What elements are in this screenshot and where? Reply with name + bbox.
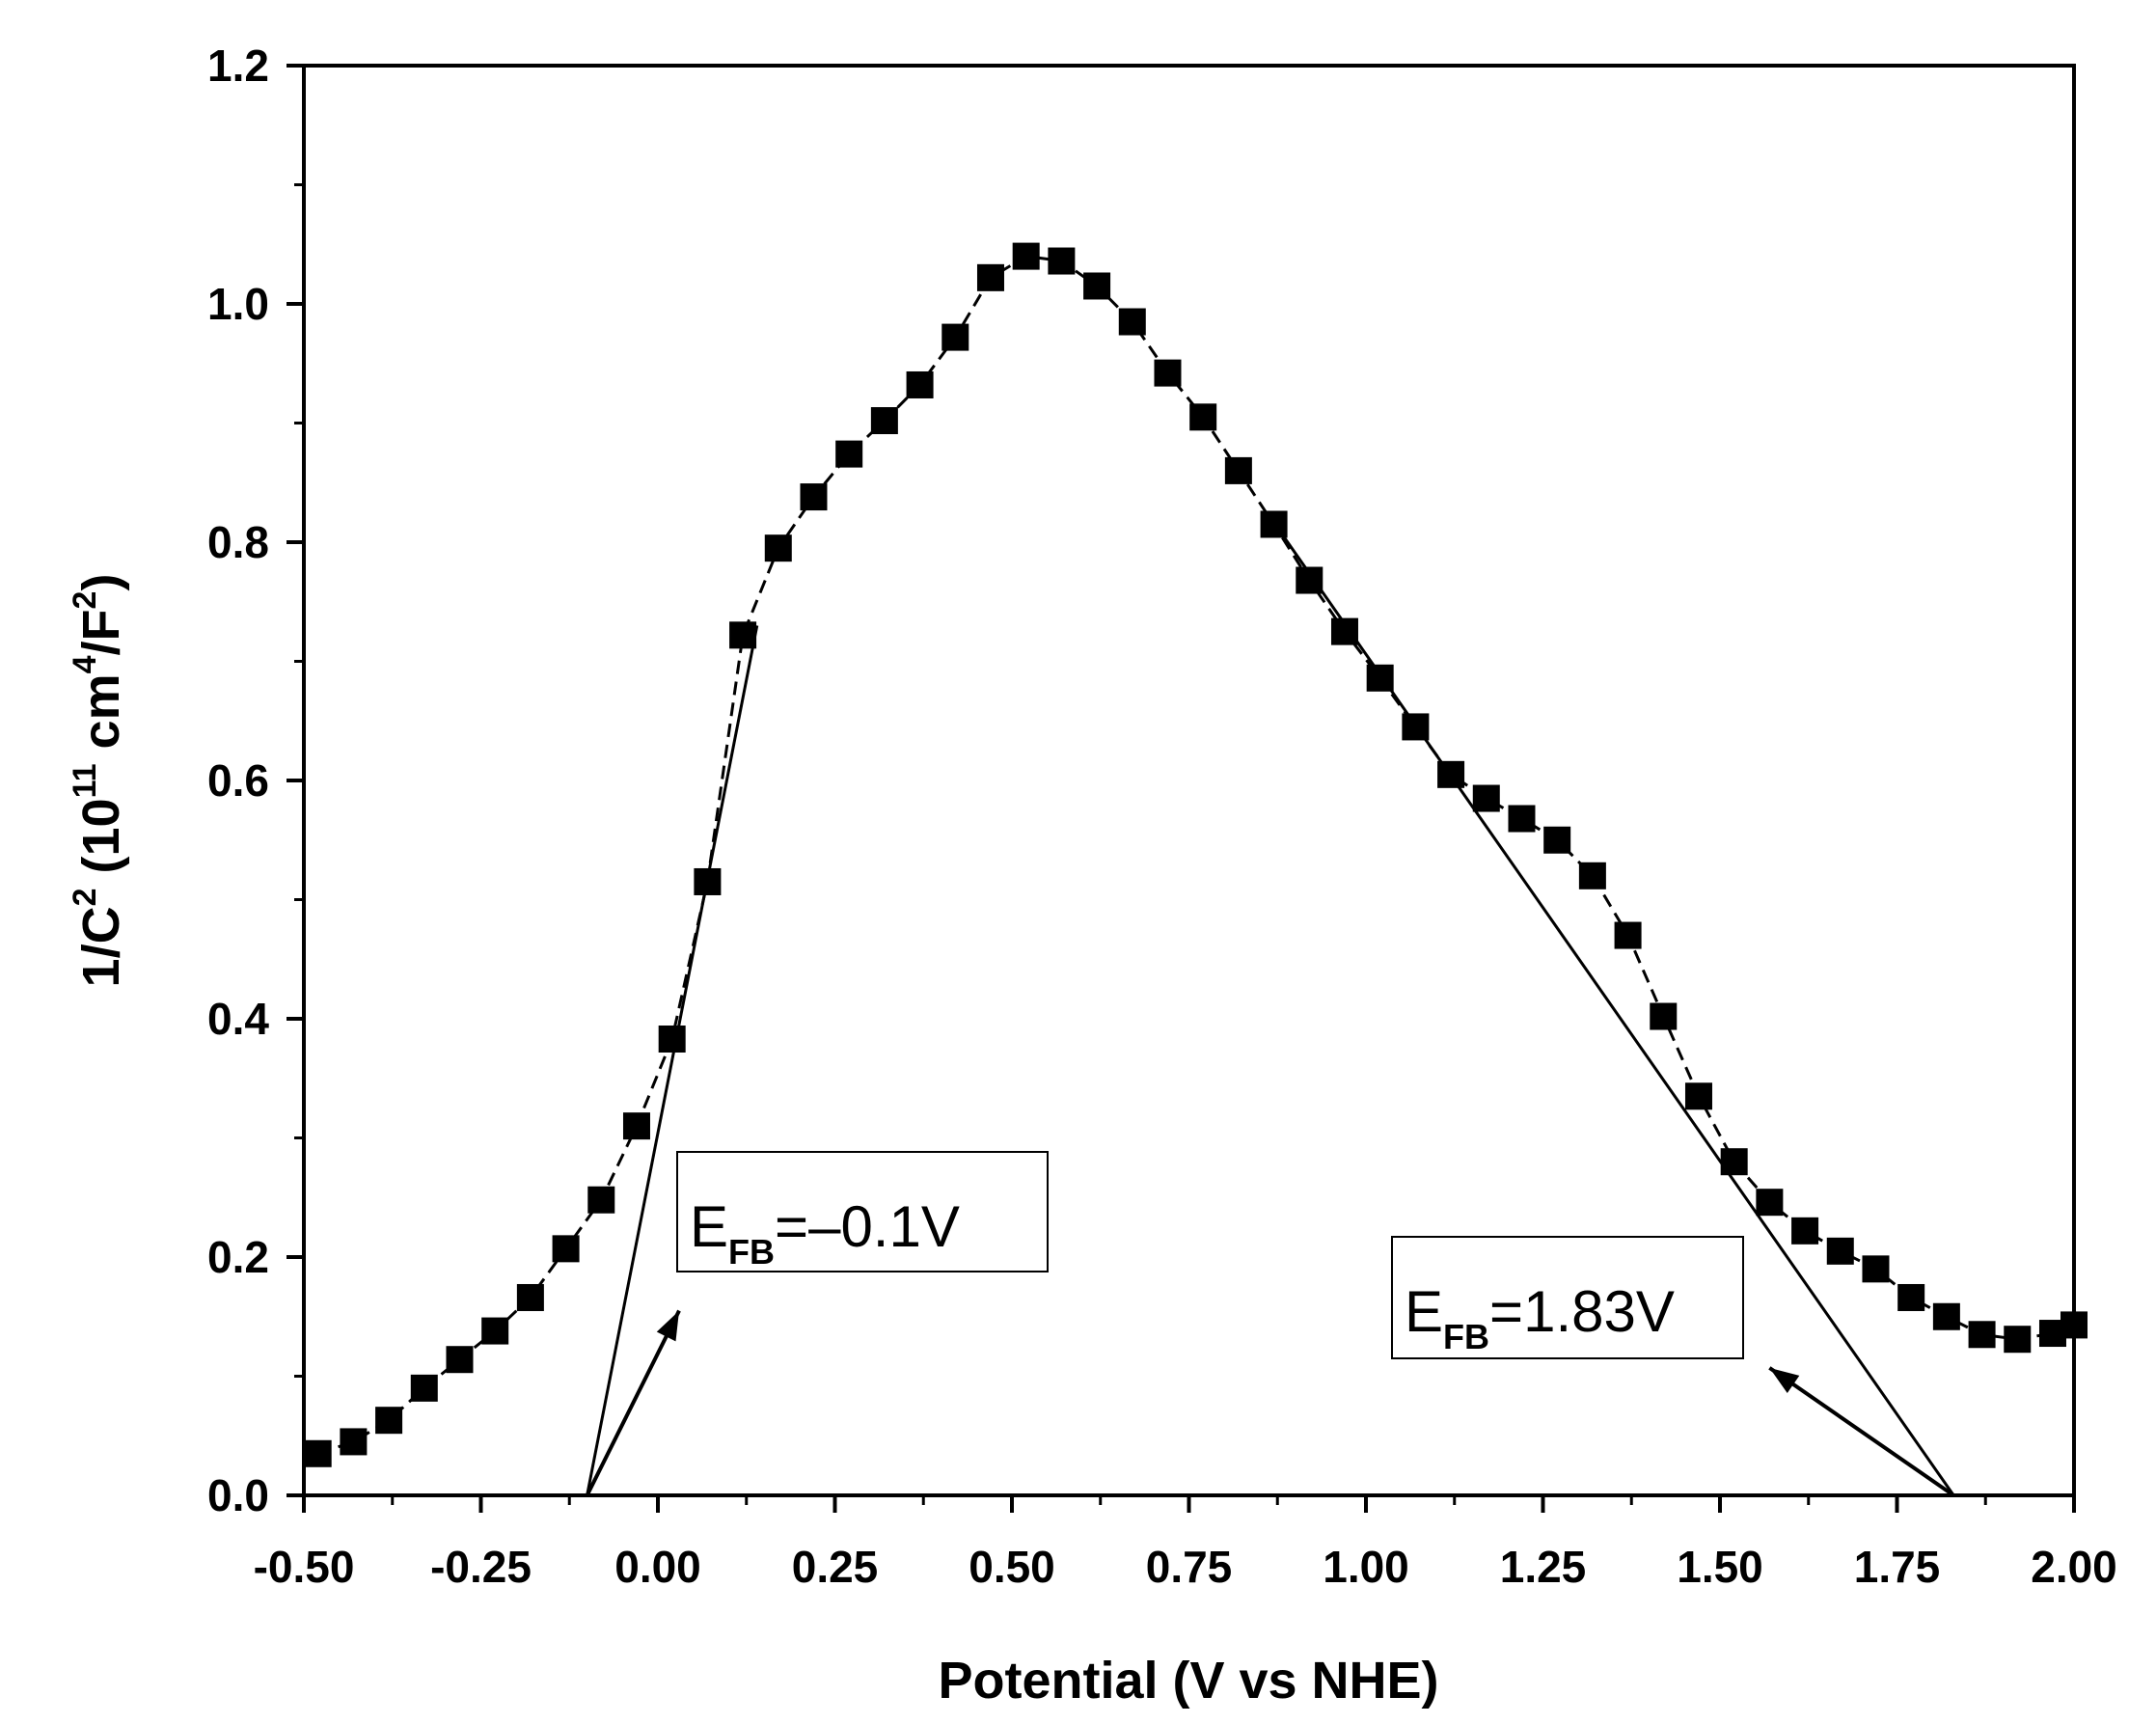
data-point bbox=[446, 1346, 474, 1374]
annotations bbox=[585, 1309, 1955, 1497]
y-tick-label: 0.2 bbox=[207, 1232, 269, 1282]
data-point bbox=[729, 621, 757, 649]
data-point bbox=[658, 1025, 686, 1053]
data-point bbox=[1756, 1189, 1784, 1217]
x-axis-ticks: -0.50 -0.25 0.00 0.25 0.50 0.75 1.00 1.25 1.50 1.… bbox=[254, 1495, 2117, 1592]
data-point bbox=[1791, 1217, 1819, 1245]
annotation-box bbox=[676, 1151, 1049, 1272]
annotation-box bbox=[1391, 1236, 1744, 1359]
data-point bbox=[1543, 826, 1571, 854]
x-tick-label: 1.50 bbox=[1677, 1542, 1763, 1592]
data-point bbox=[976, 263, 1004, 291]
data-point bbox=[2004, 1326, 2032, 1354]
x-axis-title: Potential (V vs NHE) bbox=[938, 1652, 1438, 1710]
x-tick-label: 0.00 bbox=[614, 1542, 701, 1592]
data-point bbox=[1083, 272, 1111, 300]
annotation-text: EFB=–0.1V bbox=[690, 1194, 960, 1272]
data-point bbox=[1154, 359, 1182, 387]
data-point bbox=[1402, 713, 1430, 741]
data-markers bbox=[304, 242, 2088, 1467]
annotation-efb-low: EFB=–0.1V bbox=[676, 1151, 1049, 1272]
x-tick-label: 0.25 bbox=[792, 1542, 879, 1592]
data-point bbox=[1862, 1255, 1890, 1283]
data-point bbox=[870, 407, 898, 435]
y-tick-label: 0.0 bbox=[207, 1470, 269, 1520]
data-point bbox=[906, 370, 934, 398]
y-tick-label: 0.8 bbox=[207, 517, 269, 567]
data-point bbox=[1224, 456, 1252, 484]
x-tick-label: 0.75 bbox=[1146, 1542, 1233, 1592]
data-point bbox=[304, 1439, 332, 1467]
data-point bbox=[694, 867, 722, 895]
y-tick-label: 0.6 bbox=[207, 755, 269, 806]
data-point bbox=[1684, 1082, 1712, 1110]
data-point bbox=[1720, 1148, 1748, 1176]
plot-frame bbox=[302, 64, 2076, 1497]
data-point bbox=[942, 323, 969, 351]
arrow-head bbox=[1769, 1367, 1800, 1393]
data-point bbox=[516, 1283, 544, 1311]
data-point bbox=[622, 1112, 650, 1140]
x-tick-label: 0.50 bbox=[969, 1542, 1055, 1592]
data-point bbox=[1189, 403, 1217, 431]
arrow-shaft bbox=[585, 1309, 681, 1496]
fit-line bbox=[586, 625, 759, 1496]
data-point bbox=[1508, 805, 1536, 833]
data-point bbox=[1897, 1283, 1925, 1311]
x-tick-label: -0.25 bbox=[430, 1542, 532, 1592]
data-point bbox=[1330, 617, 1358, 645]
data-point bbox=[410, 1374, 438, 1402]
y-tick-label: 1.0 bbox=[207, 279, 269, 329]
data-point bbox=[1012, 242, 1040, 270]
arrow-head bbox=[656, 1310, 680, 1342]
data-point bbox=[1260, 510, 1288, 538]
annotation-efb-high: EFB=1.83V bbox=[1391, 1236, 1744, 1359]
x-tick-label: 1.00 bbox=[1323, 1542, 1409, 1592]
data-point bbox=[800, 483, 828, 511]
data-point bbox=[1826, 1237, 1854, 1265]
data-connector bbox=[317, 255, 2075, 1456]
data-point bbox=[835, 440, 863, 468]
annotation-text: EFB=1.83V bbox=[1405, 1279, 1675, 1356]
data-point bbox=[1118, 308, 1146, 336]
y-axis-title: 1/C2 (1011 cm4/F2) bbox=[67, 574, 130, 988]
data-point bbox=[1437, 760, 1465, 788]
data-point bbox=[552, 1235, 580, 1263]
data-point bbox=[587, 1186, 615, 1214]
x-tick-label: 2.00 bbox=[2031, 1542, 2117, 1592]
data-point bbox=[1472, 784, 1500, 812]
y-axis-ticks: 0.0 0.2 0.4 0.6 0.8 1.0 1.2 bbox=[207, 41, 304, 1520]
arrow-shaft bbox=[1768, 1366, 1955, 1497]
y-tick-label: 1.2 bbox=[207, 41, 269, 91]
x-tick-label: 1.25 bbox=[1500, 1542, 1587, 1592]
series-line bbox=[317, 255, 2075, 1456]
data-point bbox=[340, 1428, 368, 1456]
data-point bbox=[1968, 1321, 1996, 1349]
data-point bbox=[481, 1317, 509, 1345]
data-point bbox=[1366, 664, 1394, 692]
data-point bbox=[1048, 247, 1076, 275]
data-point bbox=[375, 1407, 403, 1435]
fit-lines bbox=[586, 511, 1955, 1496]
data-point bbox=[1650, 1002, 1678, 1030]
data-point bbox=[1578, 862, 1606, 889]
x-tick-label: 1.75 bbox=[1854, 1542, 1941, 1592]
data-point bbox=[1932, 1302, 1960, 1330]
data-point bbox=[764, 534, 792, 562]
data-point bbox=[1296, 566, 1324, 594]
x-tick-label: -0.50 bbox=[254, 1542, 355, 1592]
y-tick-label: 0.4 bbox=[207, 994, 269, 1044]
data-point bbox=[1614, 921, 1642, 949]
